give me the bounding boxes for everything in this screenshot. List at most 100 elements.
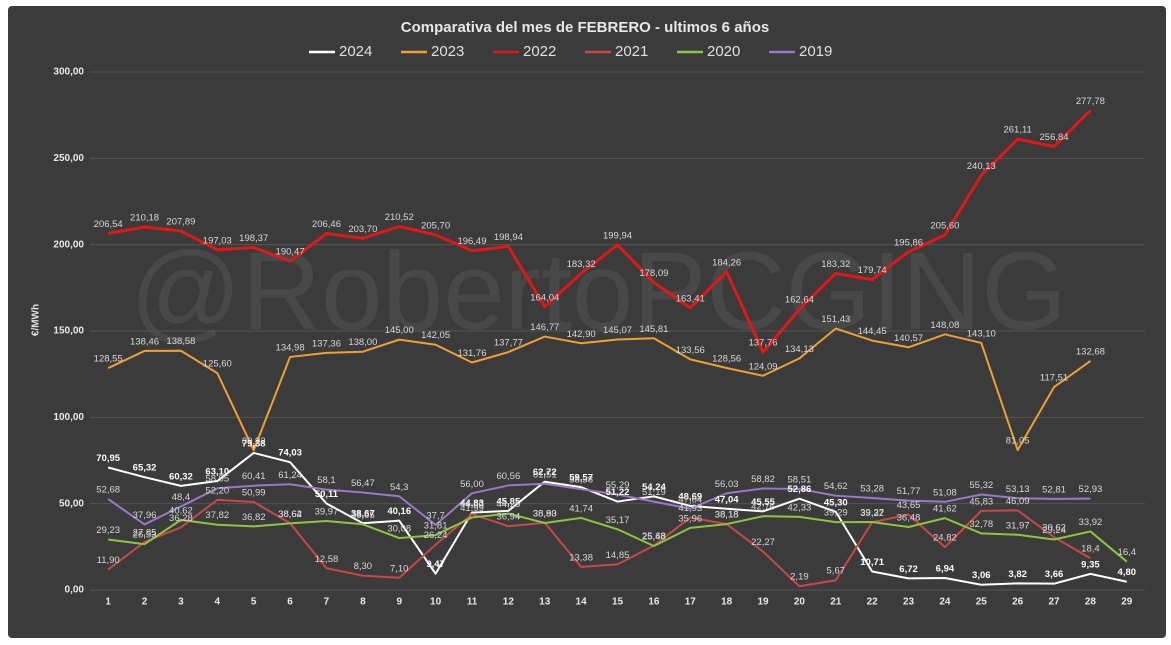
- data-label: 12,58: [315, 554, 339, 565]
- data-label: 51,19: [642, 487, 666, 498]
- data-label: 63,10: [205, 467, 229, 478]
- data-label: 60,32: [169, 471, 193, 482]
- data-label: 256,84: [1040, 132, 1069, 143]
- data-label: 41,74: [569, 503, 593, 514]
- watermark: @RobertoPCGING: [130, 230, 1067, 353]
- x-tick-label: 7: [324, 597, 330, 608]
- data-label: 45,83: [969, 496, 993, 507]
- data-label: 128,55: [94, 354, 123, 365]
- y-tick-label: 0,00: [65, 585, 85, 596]
- data-label: 43,65: [897, 500, 921, 511]
- data-label: 142,90: [567, 329, 596, 340]
- data-label: 117,51: [1040, 373, 1068, 384]
- data-label: 44,83: [460, 498, 484, 509]
- y-tick-label: 50,00: [59, 498, 84, 509]
- data-label: 145,00: [385, 325, 414, 336]
- data-label: 37,96: [133, 510, 157, 521]
- data-label: 39,22: [860, 508, 884, 519]
- data-label: 29,24: [1042, 525, 1066, 536]
- data-label: 138,46: [130, 336, 159, 347]
- data-label: 206,46: [312, 219, 341, 230]
- data-label: 203,70: [348, 224, 377, 235]
- data-label: 8,30: [354, 561, 373, 572]
- data-label: 205,60: [930, 221, 959, 232]
- data-label: 207,89: [166, 217, 195, 228]
- data-label: 40,62: [169, 505, 193, 516]
- x-tick-label: 10: [430, 597, 442, 608]
- data-label: 138,00: [348, 337, 377, 348]
- data-label: 137,76: [748, 338, 777, 349]
- data-label: 42,33: [788, 502, 812, 513]
- data-label: 24,82: [933, 533, 957, 544]
- data-label: 133,56: [676, 345, 705, 356]
- data-label: 16,4: [1118, 547, 1137, 558]
- data-label: 58,82: [751, 474, 775, 485]
- x-tick-label: 13: [539, 597, 551, 608]
- data-label: 144,45: [858, 326, 887, 337]
- data-label: 6,72: [899, 564, 918, 575]
- data-label: 124,09: [748, 361, 777, 372]
- data-label: 210,18: [130, 213, 159, 224]
- data-label: 52,86: [788, 484, 812, 495]
- data-label: 142,05: [421, 330, 450, 341]
- data-label: 210,52: [385, 212, 414, 223]
- x-tick-label: 15: [612, 597, 624, 608]
- data-label: 25,48: [642, 532, 666, 543]
- legend-label: 2019: [799, 43, 832, 60]
- data-label: 81,05: [1006, 436, 1030, 447]
- data-label: 29,23: [96, 525, 120, 536]
- x-tick-label: 12: [503, 597, 515, 608]
- data-label: 143,10: [967, 328, 996, 339]
- y-axis-label: €/MWh: [31, 304, 42, 336]
- data-label: 9,35: [1081, 559, 1100, 570]
- data-label: 131,76: [457, 348, 486, 359]
- data-label: 44,00: [460, 500, 484, 511]
- data-label: 51,22: [606, 487, 630, 498]
- data-label: 61,51: [533, 469, 557, 480]
- data-label: 45,30: [824, 497, 848, 508]
- data-label: 60,56: [496, 471, 520, 482]
- data-label: 183,32: [567, 259, 596, 270]
- data-label: 65,32: [133, 463, 157, 474]
- data-label: 38,62: [278, 509, 302, 520]
- series-line: [108, 512, 1128, 563]
- data-label: 151,43: [821, 314, 850, 325]
- data-label: 51,08: [933, 487, 957, 498]
- data-label: 47,04: [678, 494, 702, 505]
- data-label: 60,41: [242, 471, 266, 482]
- data-label: 30,08: [387, 524, 411, 535]
- data-label: 27,85: [133, 527, 157, 538]
- data-label: 9,47: [426, 559, 445, 570]
- data-label: 3,66: [1045, 569, 1064, 580]
- data-label: 137,77: [494, 338, 523, 349]
- data-label: 55,32: [969, 480, 993, 491]
- data-label: 10,71: [860, 557, 884, 568]
- y-tick-label: 200,00: [53, 239, 84, 250]
- x-tick-label: 2: [142, 597, 148, 608]
- data-label: 184,26: [712, 257, 741, 268]
- data-label: 50,11: [315, 489, 339, 500]
- data-label: 58,51: [788, 474, 812, 485]
- data-label: 80,92: [242, 436, 266, 447]
- data-label: 240,13: [967, 161, 996, 172]
- data-label: 58,38: [569, 475, 593, 486]
- data-label: 38,18: [715, 510, 739, 521]
- data-label: 38,93: [533, 508, 557, 519]
- data-label: 35,17: [606, 515, 630, 526]
- data-label: 199,94: [603, 230, 632, 241]
- data-label: 134,98: [276, 342, 305, 353]
- data-label: 3,82: [1008, 569, 1027, 580]
- data-label: 164,04: [530, 292, 559, 303]
- data-label: 48,69: [678, 491, 702, 502]
- data-label: 138,58: [166, 336, 195, 347]
- x-tick-label: 19: [757, 597, 769, 608]
- data-label: 47,04: [715, 494, 739, 505]
- x-tick-label: 11: [467, 597, 478, 608]
- data-label: 46,09: [1006, 496, 1030, 507]
- x-tick-label: 21: [830, 597, 842, 608]
- data-label: 148,08: [930, 320, 959, 331]
- data-label: 162,64: [785, 295, 814, 306]
- series-line: [107, 451, 1128, 586]
- data-label: 52,68: [96, 485, 120, 496]
